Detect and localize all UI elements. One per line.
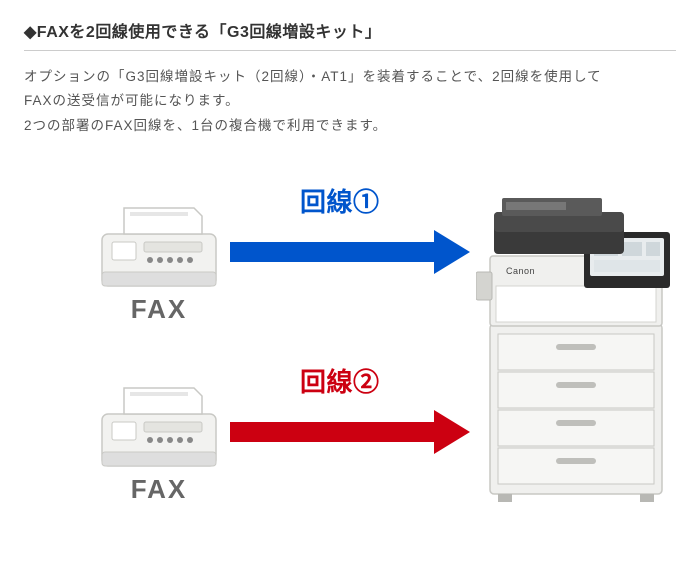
- diagram-area: FAX FAX 回線① 回線②: [24, 162, 676, 552]
- description-line: 2つの部署のFAX回線を、1台の複合機で利用できます。: [24, 114, 676, 138]
- divider: [24, 50, 676, 51]
- arrow-2: [230, 408, 470, 456]
- description-line: オプションの「G3回線増設キット（2回線）・AT1」を装着することで、2回線を使…: [24, 65, 676, 89]
- svg-text:Canon: Canon: [506, 266, 535, 276]
- description-line: FAXの送受信が可能になります。: [24, 89, 676, 113]
- multifunction-printer: Canon: [476, 194, 676, 504]
- arrow-label-2: 回線②: [300, 362, 380, 399]
- description-block: オプションの「G3回線増設キット（2回線）・AT1」を装着することで、2回線を使…: [24, 65, 676, 138]
- fax-label-1: FAX: [94, 294, 224, 325]
- arrow-1: [230, 228, 470, 276]
- fax-device-2: [94, 382, 224, 472]
- fax-label-2: FAX: [94, 474, 224, 505]
- fax-device-1: [94, 202, 224, 292]
- section-heading: ◆FAXを2回線使用できる「G3回線増設キット」: [24, 18, 676, 42]
- arrow-label-1: 回線①: [300, 182, 380, 219]
